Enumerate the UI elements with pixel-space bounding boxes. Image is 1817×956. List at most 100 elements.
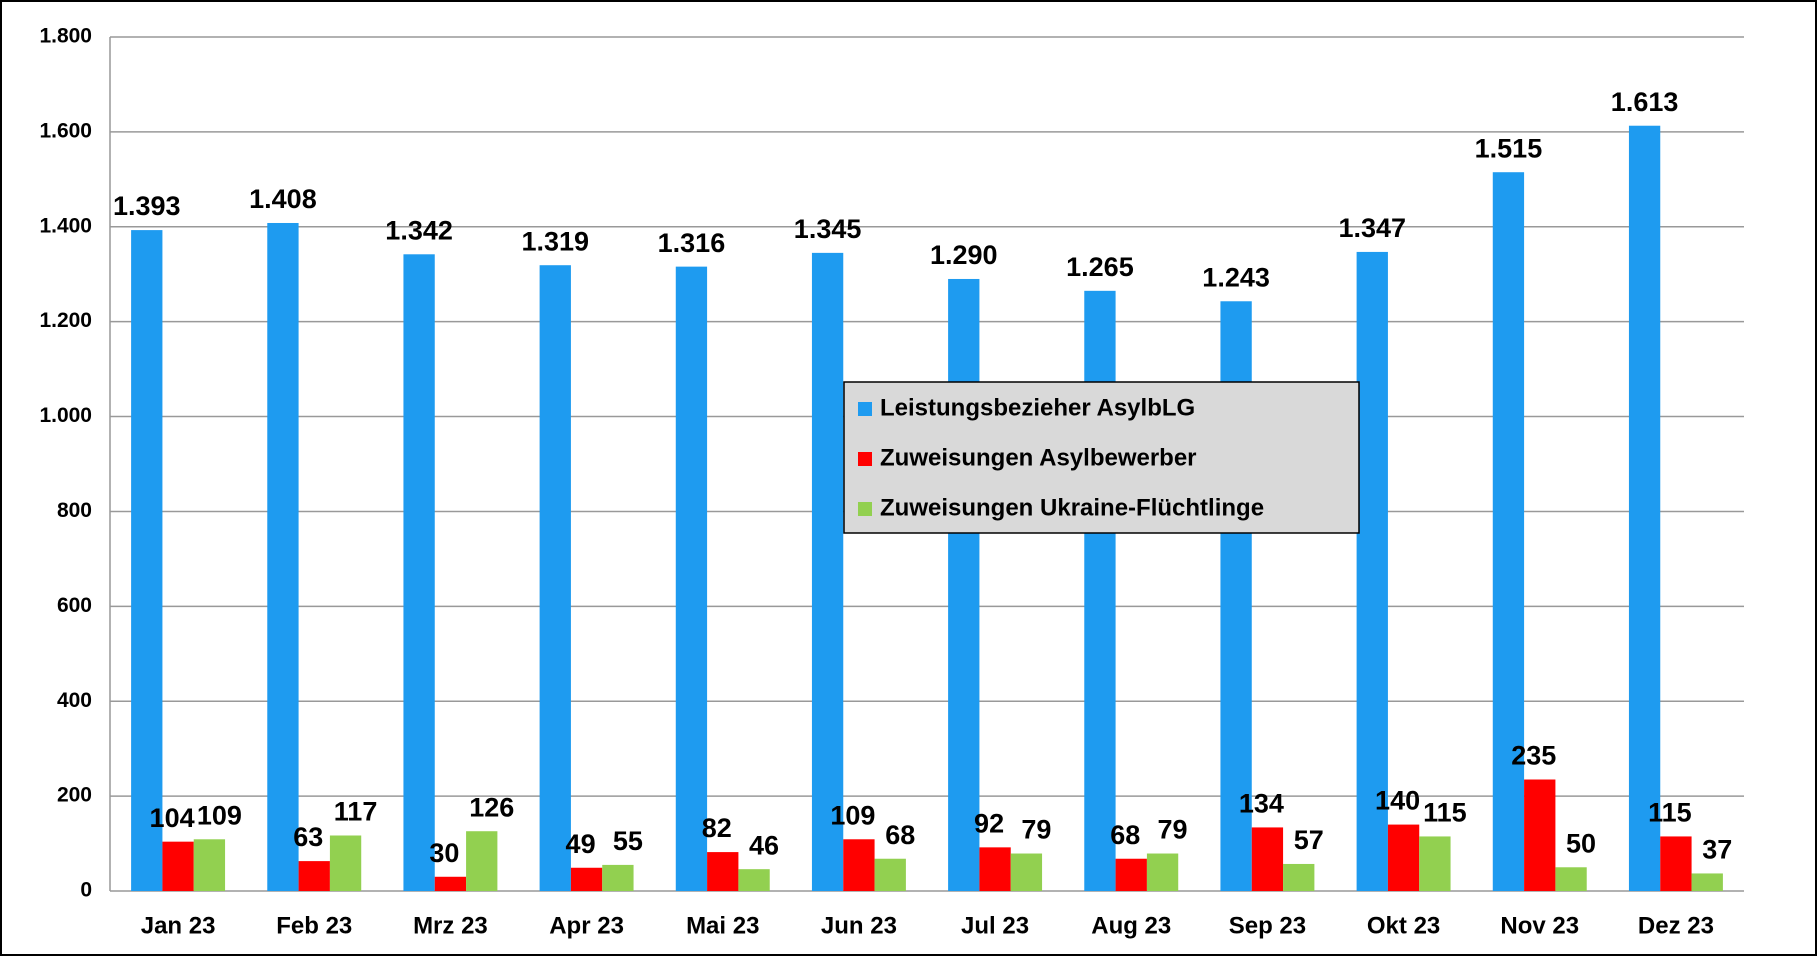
bar	[1283, 863, 1315, 891]
data-label: 1.347	[1338, 213, 1406, 243]
data-label: 109	[830, 800, 875, 830]
data-label: 1.345	[794, 214, 862, 244]
bar	[570, 867, 603, 891]
x-tick-label: Feb 23	[276, 912, 352, 939]
data-label: 1.316	[658, 228, 726, 258]
y-tick-label: 1.400	[39, 214, 92, 237]
bar	[298, 861, 330, 891]
data-label: 134	[1239, 789, 1284, 819]
bar	[434, 876, 467, 891]
bar	[948, 278, 980, 891]
data-label: 1.290	[930, 240, 998, 270]
bar	[1660, 836, 1692, 891]
bar	[707, 852, 739, 891]
data-label: 1.393	[113, 191, 181, 221]
x-tick-label: Jun 23	[821, 912, 897, 939]
bar	[1115, 858, 1147, 891]
data-label: 55	[613, 826, 643, 856]
bar	[1387, 824, 1420, 891]
bar	[131, 230, 163, 892]
bar	[329, 835, 362, 891]
data-label: 115	[1423, 798, 1467, 828]
data-label: 30	[429, 838, 459, 868]
bar	[1356, 251, 1388, 891]
y-tick-label: 600	[57, 594, 92, 617]
data-label: 79	[1158, 815, 1188, 845]
legend-label: Leistungsbezieher AsylbLG	[880, 394, 1195, 421]
x-tick-label: Nov 23	[1500, 912, 1579, 939]
bar	[1251, 827, 1284, 891]
bar	[267, 222, 299, 891]
bar	[874, 858, 906, 891]
data-label: 1.408	[249, 184, 317, 214]
data-label: 1.265	[1066, 252, 1134, 282]
bar	[1419, 836, 1451, 891]
data-label: 82	[702, 813, 732, 843]
x-tick-label: Dez 23	[1638, 912, 1714, 939]
data-label: 1.243	[1202, 262, 1270, 292]
x-tick-label: Okt 23	[1367, 912, 1440, 939]
x-tick-label: Mrz 23	[413, 912, 488, 939]
data-label: 92	[974, 808, 1004, 838]
bar	[466, 831, 498, 891]
bar	[602, 864, 634, 891]
bar	[539, 265, 571, 891]
legend-swatch	[858, 502, 872, 516]
legend-swatch	[858, 402, 872, 416]
bar	[979, 847, 1011, 891]
data-label: 109	[197, 800, 242, 830]
y-tick-label: 1.200	[39, 309, 92, 332]
data-label: 117	[334, 797, 378, 827]
y-tick-label: 1.000	[39, 404, 92, 427]
legend-box	[843, 381, 1360, 534]
data-label: 57	[1294, 825, 1324, 855]
bar	[738, 869, 770, 891]
y-tick-label: 200	[57, 784, 92, 807]
bar	[1555, 867, 1587, 891]
data-label: 140	[1375, 786, 1420, 816]
bar	[1010, 853, 1043, 891]
bar	[162, 841, 194, 891]
y-tick-label: 800	[57, 499, 92, 522]
y-tick-label: 1.800	[39, 25, 92, 48]
bar	[1084, 290, 1116, 892]
x-tick-label: Jan 23	[141, 912, 216, 939]
bar	[1524, 779, 1556, 891]
data-label: 1.515	[1475, 133, 1543, 163]
data-label: 63	[293, 822, 323, 852]
x-tick-label: Mai 23	[686, 912, 759, 939]
data-label: 104	[150, 803, 195, 833]
bar	[1492, 172, 1525, 891]
data-label: 68	[885, 820, 915, 850]
x-tick-label: Jul 23	[961, 912, 1029, 939]
data-label: 1.342	[385, 215, 453, 245]
x-tick-label: Aug 23	[1091, 912, 1171, 939]
legend-swatch	[858, 452, 872, 466]
y-tick-label: 1.600	[39, 119, 92, 142]
data-label: 235	[1511, 741, 1556, 771]
data-label: 79	[1021, 815, 1051, 845]
bar	[1146, 853, 1179, 891]
bar	[1628, 125, 1661, 891]
bar	[1691, 873, 1723, 891]
bar	[675, 266, 708, 891]
data-label: 46	[749, 830, 779, 860]
data-label: 49	[566, 829, 596, 859]
data-label: 1.319	[521, 226, 589, 256]
x-tick-label: Apr 23	[549, 912, 624, 939]
bar	[811, 252, 844, 892]
y-tick-label: 0	[80, 879, 92, 902]
y-tick-label: 400	[57, 689, 92, 712]
bar	[193, 839, 226, 891]
legend-label: Zuweisungen Ukraine-Flüchtlinge	[880, 494, 1264, 521]
bar	[403, 254, 435, 892]
data-label: 126	[469, 792, 514, 822]
data-label: 50	[1566, 828, 1596, 858]
data-label: 37	[1702, 835, 1732, 865]
x-tick-label: Sep 23	[1229, 912, 1306, 939]
data-label: 68	[1110, 820, 1140, 850]
legend-label: Zuweisungen Asylbewerber	[880, 444, 1197, 471]
data-label: 1.613	[1611, 87, 1679, 117]
bar	[843, 839, 875, 891]
